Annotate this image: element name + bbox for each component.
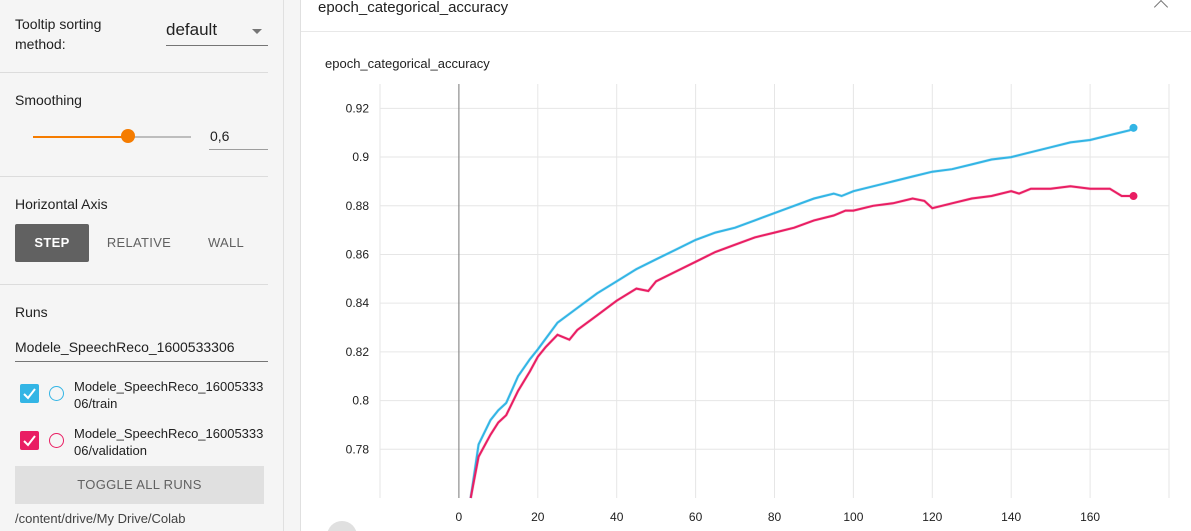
sidebar: Tooltip sorting method: default Smoothin…	[0, 0, 284, 531]
smoothing-input[interactable]: 0,6	[209, 126, 268, 150]
run-label-train: Modele_SpeechReco_1600533306/train	[74, 379, 264, 411]
check-icon	[23, 435, 36, 447]
card-title: epoch_categorical_accuracy	[318, 0, 509, 16]
logdir-path: /content/drive/My Drive/Colab	[15, 511, 186, 526]
x-tick-label: 80	[768, 510, 782, 524]
relative-button[interactable]: RELATIVE	[106, 235, 172, 250]
series-line[interactable]	[469, 185, 1134, 499]
y-tick-label: 0.86	[346, 247, 370, 261]
y-tick-label: 0.92	[346, 101, 370, 115]
card-header[interactable]: epoch_categorical_accuracy	[301, 0, 1191, 32]
series-raw-line	[469, 184, 1134, 499]
line-chart[interactable]: 0 20 40 60 80 100 120 140 160 0.78 0.8 0.82 0.84 0.86…	[301, 0, 1191, 531]
smoothing-slider-thumb[interactable]	[120, 129, 135, 143]
series-end-point[interactable]	[1129, 192, 1138, 201]
x-tick-label: 0	[456, 510, 463, 524]
chart-title: epoch_categorical_accuracy	[325, 56, 490, 71]
y-tick-label: 0.9	[352, 150, 369, 164]
wall-button[interactable]: WALL	[207, 235, 245, 250]
x-tick-label: 160	[1080, 510, 1100, 524]
smoothing-slider-fill	[33, 136, 128, 138]
x-tick-label: 100	[843, 510, 863, 524]
runs-filter-input[interactable]: Modele_SpeechReco_1600533306	[15, 334, 268, 362]
chevron-down-icon	[252, 29, 262, 34]
run-checkbox-validation[interactable]	[20, 431, 39, 450]
y-tick-label: 0.8	[352, 394, 369, 408]
step-button[interactable]: STEP	[15, 224, 89, 262]
x-tick-label: 40	[610, 510, 624, 524]
smoothing-slider[interactable]	[33, 136, 191, 138]
run-color-circle-icon[interactable]	[49, 386, 64, 401]
smoothing-title: Smoothing	[15, 92, 82, 108]
run-color-circle-icon[interactable]	[49, 433, 64, 448]
y-tick-label: 0.78	[346, 442, 370, 456]
chart-control-button[interactable]	[327, 521, 357, 531]
horizontal-axis-title: Horizontal Axis	[15, 196, 108, 212]
tooltip-sort-select[interactable]: default	[166, 18, 268, 46]
y-tick-label: 0.88	[346, 199, 370, 213]
y-tick-label: 0.82	[346, 345, 370, 359]
run-item-train[interactable]: Modele_SpeechReco_1600533306/train	[15, 378, 270, 418]
y-tick-label: 0.84	[346, 296, 370, 310]
x-tick-label: 60	[689, 510, 703, 524]
run-checkbox-train[interactable]	[20, 384, 39, 403]
sort-section: Tooltip sorting method: default	[0, 0, 268, 73]
tooltip-sort-value: default	[166, 20, 218, 39]
toggle-all-runs-button[interactable]: TOGGLE ALL RUNS	[15, 466, 264, 504]
run-label-validation: Modele_SpeechReco_1600533306/validation	[74, 426, 264, 458]
smoothing-section	[0, 73, 268, 177]
x-tick-label: 20	[531, 510, 545, 524]
series-end-point[interactable]	[1129, 123, 1138, 132]
runs-title: Runs	[15, 304, 48, 320]
check-icon	[23, 388, 36, 400]
run-item-validation[interactable]: Modele_SpeechReco_1600533306/validation	[15, 425, 270, 465]
chart-card: epoch_categorical_accuracy epoch_categor…	[300, 0, 1191, 531]
x-tick-label: 120	[922, 510, 942, 524]
tooltip-sort-label: Tooltip sorting method:	[15, 16, 102, 52]
x-tick-label: 140	[1001, 510, 1021, 524]
series-line[interactable]	[469, 126, 1135, 499]
horizontal-axis-section	[0, 177, 268, 285]
